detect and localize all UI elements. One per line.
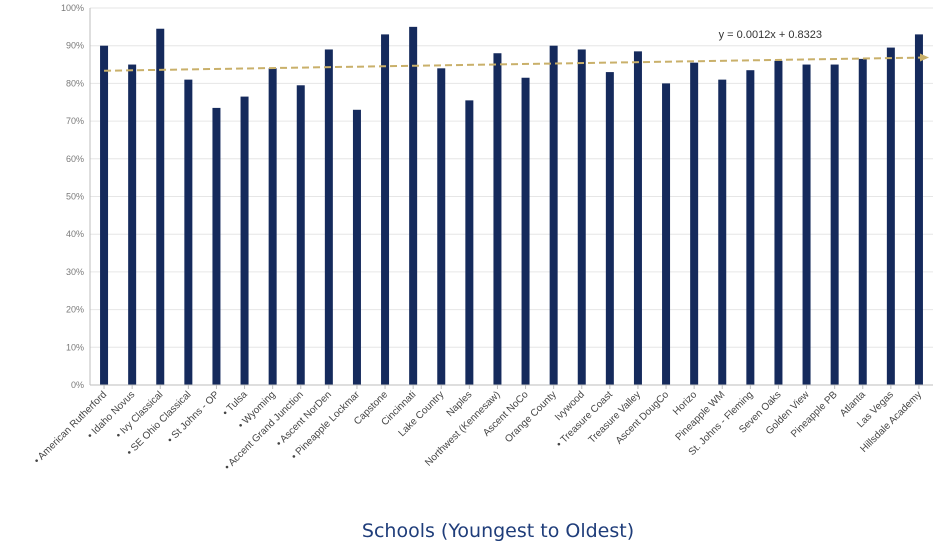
bar — [100, 45, 109, 385]
bar — [352, 109, 361, 385]
bar — [212, 107, 221, 385]
y-tick-label: 100% — [61, 3, 84, 13]
y-tick-label: 90% — [66, 41, 84, 51]
y-tick-label: 40% — [66, 229, 84, 239]
x-tick-label: Orange County — [503, 389, 559, 445]
bar — [746, 70, 755, 385]
x-tick-label: • St Johns - OP — [165, 389, 221, 445]
bar — [718, 79, 727, 385]
bar — [268, 68, 277, 385]
bar — [633, 51, 642, 385]
bar — [184, 79, 193, 385]
gridlines — [90, 7, 933, 386]
bar — [549, 45, 558, 385]
trendline — [104, 56, 930, 72]
y-tick-label: 30% — [66, 267, 84, 277]
bar — [296, 85, 305, 385]
bar — [240, 96, 249, 385]
bar — [409, 26, 418, 385]
bar — [521, 77, 530, 386]
x-axis-category-labels: • American Rutherford• Idaho Novus• Ivy … — [32, 389, 924, 473]
bar — [802, 64, 811, 386]
y-tick-label: 0% — [71, 380, 84, 390]
bar — [690, 62, 699, 385]
bar — [886, 47, 895, 386]
bar — [381, 34, 390, 385]
bar — [465, 100, 474, 386]
bar — [128, 64, 137, 386]
x-tick-label: Pineapple WM — [674, 389, 728, 443]
y-axis-ticks: 0% 10% 20% 30% 40% 50% 60% 70% 80% 90% 100% — [61, 3, 84, 390]
axes — [89, 8, 933, 389]
trendline-equation: y = 0.0012x + 0.8323 — [719, 29, 822, 41]
trendline-arrowhead — [920, 53, 929, 62]
bars — [100, 26, 923, 386]
bar — [662, 83, 671, 386]
trendline-group: y = 0.0012x + 0.8323 — [104, 29, 930, 72]
bar — [858, 58, 867, 386]
y-tick-label: 10% — [66, 342, 84, 352]
y-tick-label: 50% — [66, 192, 84, 202]
y-tick-label: 60% — [66, 154, 84, 164]
y-tick-label: 80% — [66, 78, 84, 88]
bar — [156, 28, 165, 386]
bar — [774, 60, 783, 385]
bar — [577, 49, 586, 385]
bar — [493, 53, 502, 386]
bar — [437, 68, 446, 385]
x-tick-label: Ascent DougCo — [614, 389, 672, 447]
bar — [324, 49, 333, 385]
bar — [830, 64, 839, 386]
y-tick-label: 70% — [66, 116, 84, 126]
x-axis-label: Schools (Youngest to Oldest) — [362, 520, 634, 542]
y-tick-label: 20% — [66, 305, 84, 315]
bar — [605, 72, 614, 385]
bar — [914, 34, 923, 385]
